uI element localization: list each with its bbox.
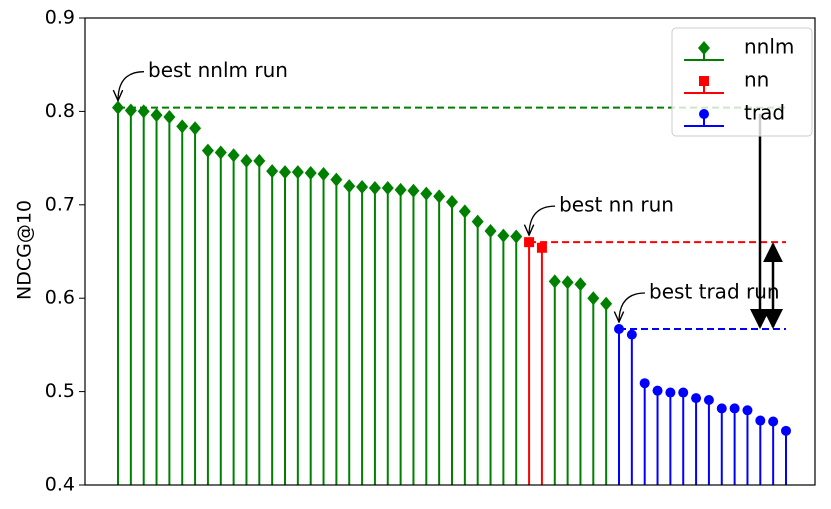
stem-marker bbox=[626, 329, 637, 340]
stem-marker bbox=[189, 121, 202, 136]
stem-marker bbox=[742, 405, 753, 416]
stem-marker bbox=[163, 110, 176, 125]
y-tick-label: 0.4 bbox=[45, 474, 75, 496]
stem-marker bbox=[201, 143, 214, 158]
annotation: best trad run bbox=[649, 280, 780, 304]
plot-frame bbox=[84, 17, 816, 486]
stem-marker bbox=[407, 183, 420, 198]
stem-marker bbox=[574, 277, 587, 292]
legend-marker bbox=[699, 109, 709, 119]
stem-marker bbox=[214, 145, 227, 160]
stem-marker bbox=[678, 387, 689, 398]
annotation-arrow bbox=[619, 292, 646, 322]
stem-marker bbox=[471, 214, 484, 229]
stem-marker bbox=[768, 416, 779, 427]
stem-marker bbox=[781, 425, 791, 436]
stem-marker bbox=[716, 403, 727, 414]
stem-marker bbox=[652, 385, 663, 396]
y-axis-label: NDCG@10 bbox=[14, 200, 36, 300]
stem-marker bbox=[253, 153, 266, 168]
stem-marker bbox=[368, 180, 381, 195]
stem-marker bbox=[356, 180, 369, 195]
legend-box bbox=[671, 27, 813, 137]
y-tick-label: 0.6 bbox=[45, 287, 75, 309]
stem-marker bbox=[330, 172, 343, 187]
stem-marker bbox=[279, 165, 291, 180]
stem-marker bbox=[755, 415, 766, 426]
legend-label: trad bbox=[744, 101, 785, 125]
stem-marker bbox=[536, 242, 547, 253]
stem-marker bbox=[548, 274, 561, 289]
stem-marker bbox=[561, 275, 574, 290]
stem-marker bbox=[317, 166, 330, 181]
legend-marker bbox=[698, 41, 710, 55]
stem-marker bbox=[729, 403, 740, 414]
stem-marker bbox=[137, 104, 150, 119]
y-tick-label: 0.8 bbox=[45, 100, 75, 122]
annotation-arrow bbox=[118, 71, 145, 101]
stem-marker bbox=[639, 378, 650, 389]
stem-marker bbox=[176, 119, 189, 134]
stem-marker bbox=[227, 148, 240, 163]
legend-label: nn bbox=[744, 68, 769, 92]
stem-marker bbox=[510, 229, 523, 244]
legend-marker bbox=[699, 76, 709, 86]
annotation: best nn run bbox=[559, 193, 674, 217]
stem-marker bbox=[343, 179, 356, 194]
annotation: best nnlm run bbox=[148, 58, 288, 82]
stem-marker bbox=[394, 182, 407, 197]
y-tick-label: 0.5 bbox=[45, 380, 75, 402]
stem-marker bbox=[150, 108, 163, 123]
stem-marker bbox=[497, 228, 510, 243]
stem-marker bbox=[665, 387, 676, 398]
stem-marker bbox=[304, 166, 317, 181]
y-tick-label: 0.9 bbox=[45, 7, 75, 29]
stem-marker bbox=[703, 395, 714, 406]
stem-marker bbox=[600, 296, 613, 311]
stem-marker bbox=[691, 393, 702, 404]
stem-marker bbox=[124, 103, 137, 118]
stem-marker bbox=[381, 180, 394, 195]
y-tick-label: 0.7 bbox=[45, 193, 75, 215]
stem-marker bbox=[291, 165, 304, 180]
stem-marker bbox=[446, 194, 458, 209]
stem-marker bbox=[458, 204, 471, 219]
stem-marker bbox=[240, 153, 253, 168]
stem-marker bbox=[587, 291, 600, 306]
annotation-arrow bbox=[529, 205, 556, 235]
stem-marker bbox=[484, 223, 497, 238]
legend-label: nnlm bbox=[744, 35, 794, 59]
stem-marker bbox=[266, 164, 279, 179]
stem-marker bbox=[420, 186, 433, 201]
stem-marker bbox=[433, 189, 446, 204]
